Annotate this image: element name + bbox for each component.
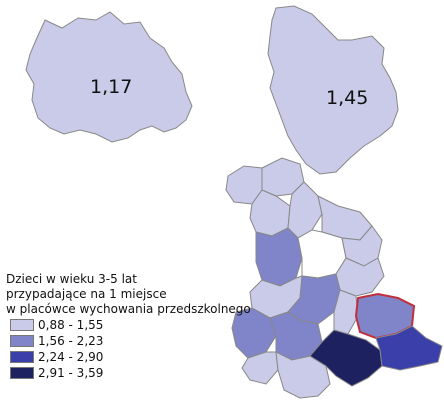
gmina-11[interactable] bbox=[287, 273, 341, 325]
legend-swatch bbox=[10, 319, 34, 331]
region-right-shape[interactable] bbox=[267, 5, 399, 175]
legend: Dzieci w wieku 3-5 lat przypadające na 1… bbox=[6, 272, 256, 381]
region-left-shape[interactable] bbox=[25, 11, 193, 143]
gmina-17[interactable] bbox=[275, 351, 331, 399]
legend-label: 2,91 - 3,59 bbox=[38, 366, 104, 380]
legend-item: 1,56 - 2,23 bbox=[10, 333, 256, 349]
region-right-label: 1,45 bbox=[326, 87, 368, 109]
gmina-9[interactable] bbox=[335, 257, 385, 297]
legend-label: 1,56 - 2,23 bbox=[38, 334, 104, 348]
legend-label: 2,24 - 2,90 bbox=[38, 350, 104, 364]
region-left-label: 1,17 bbox=[90, 76, 132, 98]
legend-item: 2,91 - 3,59 bbox=[10, 365, 256, 381]
gmina-16[interactable] bbox=[241, 351, 279, 385]
gmina-18[interactable] bbox=[309, 329, 383, 387]
legend-swatch bbox=[10, 367, 34, 379]
legend-item: 0,88 - 1,55 bbox=[10, 317, 256, 333]
legend-label: 0,88 - 1,55 bbox=[38, 318, 104, 332]
legend-title-line-1: Dzieci w wieku 3-5 lat bbox=[6, 272, 137, 286]
gmina-6[interactable] bbox=[255, 227, 303, 287]
legend-item: 2,24 - 2,90 bbox=[10, 349, 256, 365]
legend-swatch bbox=[10, 351, 34, 363]
legend-title-line-2: przypadające na 1 miejsce bbox=[6, 287, 167, 301]
municipality-map bbox=[225, 157, 443, 399]
legend-title-line-3: w placówce wychowania przedszkolnego bbox=[6, 302, 251, 316]
legend-swatch bbox=[10, 335, 34, 347]
gmina-19[interactable] bbox=[375, 325, 443, 371]
